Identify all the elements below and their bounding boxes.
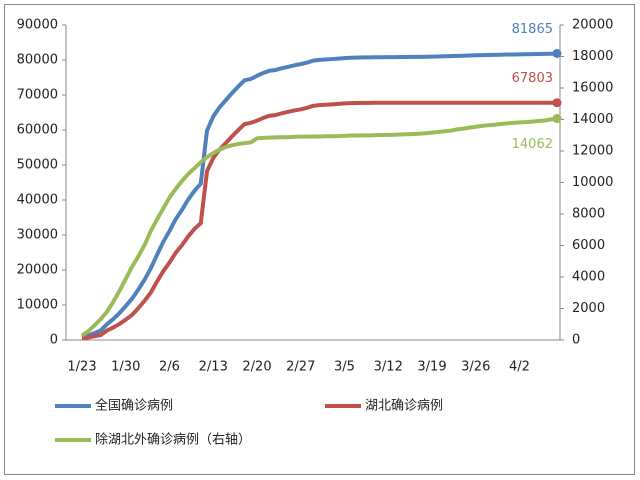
y-tick-label: 50000 — [17, 158, 58, 173]
x-tick-label: 2/20 — [242, 360, 271, 375]
y-tick-label: 30000 — [17, 228, 58, 243]
y-tick-label: 90000 — [17, 18, 58, 33]
y2-tick-label: 12000 — [572, 144, 613, 159]
y-tick-label: 40000 — [17, 193, 58, 208]
x-tick-label: 1/23 — [67, 360, 96, 375]
y-tick-label: 10000 — [17, 298, 58, 313]
x-tick-label: 2/13 — [199, 360, 228, 375]
series-line — [80, 116, 558, 338]
series-line — [81, 100, 557, 341]
x-tick-label: 2/6 — [159, 360, 180, 375]
y2-tick-label: 2000 — [572, 301, 605, 316]
legend-label: 全国确诊病例 — [95, 398, 173, 414]
y2-tick-label: 10000 — [572, 175, 613, 190]
y2-tick-label: 4000 — [572, 270, 605, 285]
y2-tick-label: 14000 — [572, 112, 613, 127]
y2-tick-label: 0 — [572, 333, 580, 348]
end-marker — [552, 48, 562, 58]
x-tick-label: 4/2 — [509, 360, 530, 375]
y-tick-label: 70000 — [17, 88, 58, 103]
x-tick-label: 3/26 — [461, 360, 490, 375]
x-tick-label: 2/27 — [286, 360, 315, 375]
y2-tick-label: 16000 — [572, 81, 613, 96]
legend-label: 湖北确诊病例 — [365, 399, 443, 414]
chart-frame — [4, 4, 635, 475]
y-tick-label: 80000 — [17, 53, 58, 68]
x-tick-label: 3/5 — [334, 360, 355, 375]
y2-tick-label: 6000 — [572, 238, 605, 253]
end-marker — [552, 114, 562, 124]
end-label: 81865 — [512, 22, 553, 37]
y-tick-label: 20000 — [17, 263, 58, 278]
y2-tick-label: 20000 — [572, 18, 613, 33]
y-tick-label: 60000 — [17, 123, 58, 138]
end-marker — [552, 98, 562, 108]
series-line — [81, 51, 558, 340]
y-tick-label: 0 — [50, 333, 58, 348]
x-tick-label: 1/30 — [111, 360, 140, 375]
end-label: 14062 — [512, 137, 553, 152]
y2-tick-label: 8000 — [572, 207, 605, 222]
x-tick-label: 3/19 — [417, 360, 446, 375]
legend-label: 除湖北外确诊病例（右轴） — [95, 433, 251, 448]
end-label: 67803 — [512, 71, 553, 86]
x-tick-label: 3/12 — [374, 360, 403, 375]
y2-tick-label: 18000 — [572, 49, 613, 64]
